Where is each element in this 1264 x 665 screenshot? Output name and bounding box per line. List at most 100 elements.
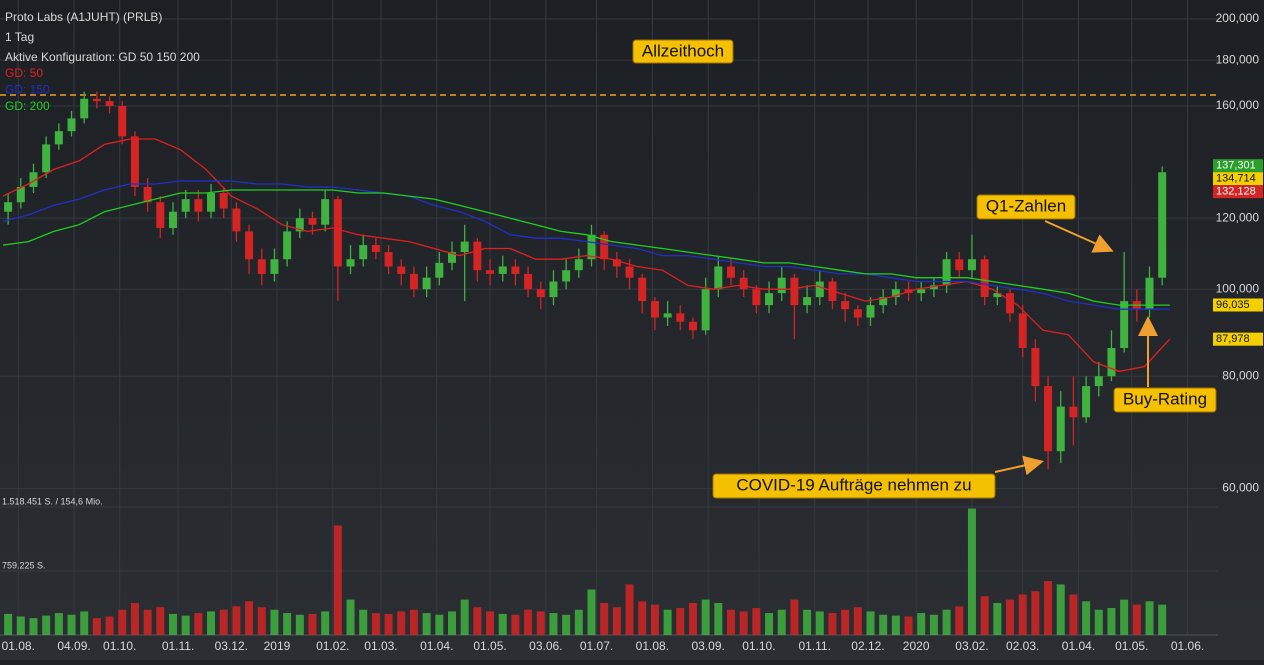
candle-body [1056, 406, 1065, 452]
candle-body [612, 259, 621, 267]
candle-body [955, 259, 964, 271]
volume-bar [524, 609, 533, 635]
candle-body [130, 136, 139, 187]
annotation-box [712, 473, 996, 499]
candle-body [29, 172, 38, 187]
volume-bar [1006, 599, 1015, 635]
candle-body [194, 199, 203, 212]
candle-body [1158, 172, 1167, 278]
candle-body [980, 259, 989, 298]
volume-bar [777, 609, 786, 635]
price-label: 96,035 [1216, 299, 1250, 311]
price-label-box [1213, 332, 1263, 346]
candle-body [777, 277, 786, 294]
y-tick-label: 120,000 [1216, 210, 1260, 224]
volume-bar [866, 611, 875, 635]
y-tick-label: 160,000 [1216, 98, 1260, 112]
candle-body [841, 301, 850, 310]
volume-bar [536, 611, 545, 635]
volume-bar [67, 614, 76, 635]
candle-body [245, 231, 254, 260]
candle-body [143, 186, 152, 203]
volume-bar [638, 601, 647, 635]
candle-body [815, 281, 824, 298]
volume-bar [498, 613, 507, 635]
candle-body [460, 241, 469, 253]
volume-tick-label: 759.225 S. [2, 560, 46, 570]
candle-body [447, 252, 456, 263]
candle-body [42, 144, 51, 173]
volume-bar [980, 596, 989, 635]
volume-bar [1069, 594, 1078, 635]
x-tick-label: 04.09. [57, 639, 90, 653]
x-tick-label: 01.07. [580, 639, 613, 653]
volume-bar [397, 611, 406, 635]
candle-body [739, 277, 748, 290]
volume-bar [701, 599, 710, 635]
candle-body [270, 259, 279, 274]
candle-body [92, 98, 101, 102]
x-tick-label: 01.02. [316, 639, 349, 653]
candle-body [600, 234, 609, 260]
candle-body [853, 309, 862, 318]
volume-bar [321, 611, 330, 635]
candle-body [917, 289, 926, 294]
volume-bar [270, 609, 279, 635]
volume-bar [1044, 581, 1053, 635]
x-tick-label: 01.03. [364, 639, 397, 653]
candle-body [295, 218, 304, 232]
candle-body [638, 277, 647, 302]
candle-body [1031, 348, 1040, 387]
price-label-box [1213, 185, 1263, 199]
volume-bar [714, 602, 723, 635]
candle-body [688, 321, 697, 331]
volume-bar [422, 613, 431, 635]
candle-body [4, 202, 13, 212]
volume-bar [688, 602, 697, 635]
volume-bar [993, 602, 1002, 635]
y-tick-label: 200,000 [1216, 11, 1260, 25]
y-tick-label: 100,000 [1216, 281, 1260, 295]
volume-bar [181, 615, 190, 635]
candle-body [118, 106, 127, 137]
volume-bar [790, 599, 799, 635]
y-tick-label: 60,000 [1222, 481, 1259, 495]
volume-bar [650, 604, 659, 635]
candle-body [232, 208, 241, 232]
price-label-box [1213, 172, 1263, 186]
candle-body [105, 101, 114, 107]
volume-bar [54, 613, 63, 635]
volume-bar [891, 615, 900, 635]
x-tick-label: 01.10. [103, 639, 136, 653]
candle-body [663, 313, 672, 318]
volume-bar [118, 609, 127, 635]
volume-bar [409, 609, 418, 635]
annotation: COVID-19 Aufträge nehmen zu [736, 475, 971, 494]
volume-bar [1158, 604, 1167, 635]
volume-bar [156, 607, 165, 635]
volume-bar [1094, 609, 1103, 635]
candle-body [384, 252, 393, 267]
candle-body [181, 199, 190, 212]
candle-body [333, 199, 342, 267]
x-tick-label: 2020 [903, 639, 930, 653]
candle-body [371, 245, 380, 253]
volume-bar [384, 613, 393, 635]
candle-body [498, 266, 507, 274]
volume-bar [283, 613, 292, 635]
candle-body [676, 313, 685, 322]
volume-bar [929, 614, 938, 635]
x-tick-label: 02.03. [1006, 639, 1039, 653]
x-tick-label: 01.11. [798, 639, 830, 653]
candle-body [879, 297, 888, 306]
volume-bar [1031, 591, 1040, 635]
volume-bar [1107, 608, 1116, 635]
y-tick-label: 80,000 [1222, 368, 1259, 382]
x-tick-label: 03.12. [215, 639, 248, 653]
candle-body [1044, 386, 1053, 452]
candle-body [574, 259, 583, 271]
volume-bar [625, 584, 634, 635]
volume-bar [92, 618, 101, 635]
annotation-box [1113, 387, 1217, 413]
volume-bar [600, 602, 609, 635]
